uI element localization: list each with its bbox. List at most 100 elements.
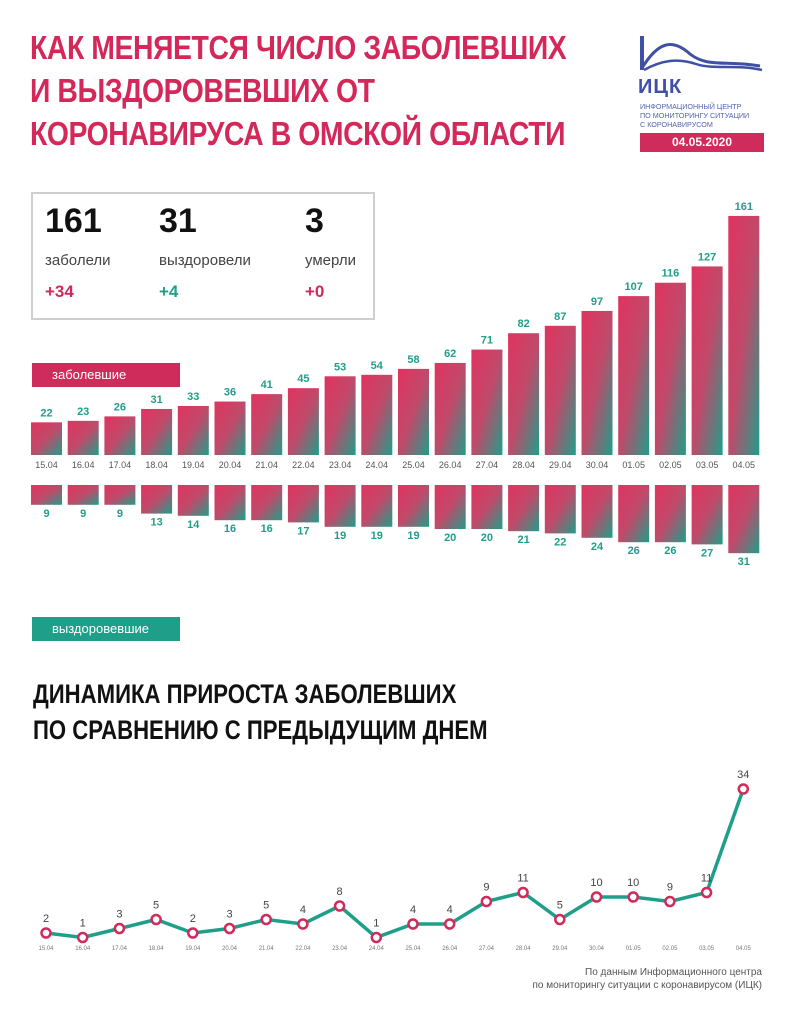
title-line: И ВЫЗДОРОВЕВШИХ ОТ [30, 72, 375, 109]
sick-value-label: 54 [371, 360, 384, 372]
recovered-value-label: 21 [517, 534, 529, 546]
growth-value-label: 10 [627, 877, 639, 889]
recovered-bar [508, 485, 540, 532]
recovered-bar [104, 485, 136, 505]
growth-date-tick: 28.04 [516, 946, 532, 952]
growth-value-label: 5 [557, 900, 563, 912]
recovered-value-label: 27 [701, 547, 713, 559]
growth-date-tick: 25.04 [405, 946, 421, 952]
title-line: КАК МЕНЯЕТСЯ ЧИСЛО ЗАБОЛЕВШИХ [30, 29, 567, 66]
sick-value-label: 127 [698, 251, 716, 263]
recovered-value-label: 9 [117, 508, 123, 520]
sick-bar [141, 408, 173, 455]
legend-recovered-tag: выздоровевшие [32, 617, 180, 641]
subtitle-line: ДИНАМИКА ПРИРОСТА ЗАБОЛЕВШИХ [33, 679, 457, 709]
growth-date-tick: 01.05 [626, 946, 642, 952]
date-tick-label: 26.04 [439, 460, 462, 470]
recovered-value-label: 17 [297, 525, 309, 537]
growth-point [187, 927, 199, 939]
sick-bar [104, 416, 136, 455]
growth-date-tick: 02.05 [662, 946, 678, 952]
recovered-value-label: 9 [80, 508, 86, 520]
date-tick-label: 24.04 [366, 460, 389, 470]
recovered-value-label: 20 [481, 532, 493, 544]
growth-point [297, 918, 309, 930]
date-tick-label: 29.04 [549, 460, 572, 470]
sick-value-label: 45 [297, 373, 309, 385]
recovered-bar [544, 485, 576, 534]
sick-bar [361, 374, 393, 455]
date-tick-label: 01.05 [622, 460, 645, 470]
growth-point [590, 891, 603, 903]
growth-value-label: 4 [410, 904, 416, 916]
date-tick-label: 17.04 [109, 460, 132, 470]
growth-value-label: 2 [190, 913, 196, 925]
sick-bar [324, 376, 356, 455]
logo-subtitle-line: ПО МОНИТОРИНГУ СИТУАЦИИ [640, 111, 750, 120]
sick-bar [31, 422, 62, 455]
growth-value-label: 8 [337, 886, 343, 898]
growth-value-label: 10 [590, 877, 602, 889]
date-tick-label: 22.04 [292, 460, 315, 470]
recovered-bar [728, 485, 760, 554]
growth-date-tick: 22.04 [295, 946, 311, 952]
recovered-bar [31, 485, 62, 505]
growth-date-tick: 18.04 [149, 946, 165, 952]
stat-label: выздоровели [159, 252, 251, 269]
title-line: КОРОНАВИРУСА В ОМСКОЙ ОБЛАСТИ [30, 115, 566, 152]
sick-value-label: 62 [444, 348, 456, 360]
sick-value-label: 33 [187, 391, 199, 403]
sick-bar [618, 296, 650, 455]
source-line: по мониторингу ситуации с коронавирусом … [532, 980, 763, 991]
logo-subtitle: ИНФОРМАЦИОННЫЙ ЦЕНТР ПО МОНИТОРИНГУ СИТУ… [640, 102, 770, 129]
growth-point [370, 931, 383, 944]
date-tick-label: 02.05 [659, 460, 682, 470]
growth-value-label: 1 [80, 918, 86, 930]
stat-value: 3 [305, 202, 324, 240]
growth-line [45, 788, 745, 940]
sick-bar [581, 310, 613, 455]
date-tick-label: 03.05 [696, 460, 719, 470]
growth-value-label: 4 [300, 904, 306, 916]
sick-bar [654, 282, 686, 455]
date-tick-label: 21.04 [255, 460, 278, 470]
sick-value-label: 31 [150, 394, 162, 406]
date-tick-label: 25.04 [402, 460, 425, 470]
growth-value-label: 9 [667, 882, 673, 894]
stat-value: 161 [45, 202, 102, 240]
recovered-bar [141, 485, 173, 514]
source-line: По данным Информационного центра [585, 967, 762, 978]
page-title: КАК МЕНЯЕТСЯ ЧИСЛО ЗАБОЛЕВШИХ И ВЫЗДОРОВ… [30, 26, 567, 155]
growth-point [150, 913, 162, 926]
sick-bar [251, 394, 283, 455]
recovered-value-label: 19 [407, 530, 419, 542]
growth-point [333, 900, 346, 912]
growth-point [260, 913, 272, 926]
recovered-value-label: 19 [334, 530, 346, 542]
recovered-value-label: 22 [554, 536, 566, 548]
recovered-value-label: 24 [591, 541, 604, 553]
date-tick-label: 19.04 [182, 460, 205, 470]
date-tick-label: 04.05 [733, 460, 756, 470]
sick-bar [177, 405, 209, 455]
recovered-bar [471, 485, 503, 529]
growth-value-label: 1 [373, 918, 379, 930]
growth-date-tick: 17.04 [112, 946, 128, 952]
sick-value-label: 58 [407, 354, 419, 366]
growth-date-tick: 26.04 [442, 946, 458, 952]
growth-date-tick: 15.04 [38, 946, 54, 952]
sick-value-label: 36 [224, 387, 236, 399]
sick-value-label: 107 [625, 281, 643, 293]
growth-date-tick: 20.04 [222, 946, 238, 952]
sick-bar [214, 401, 246, 455]
growth-date-tick: 23.04 [332, 946, 348, 952]
sick-value-label: 82 [517, 318, 529, 330]
sick-value-label: 71 [481, 335, 493, 347]
date-tick-label: 23.04 [329, 460, 352, 470]
growth-point [223, 922, 236, 935]
growth-point [700, 886, 713, 899]
growth-value-label: 3 [226, 909, 232, 921]
sick-bar [67, 420, 99, 455]
sick-value-label: 53 [334, 361, 346, 373]
